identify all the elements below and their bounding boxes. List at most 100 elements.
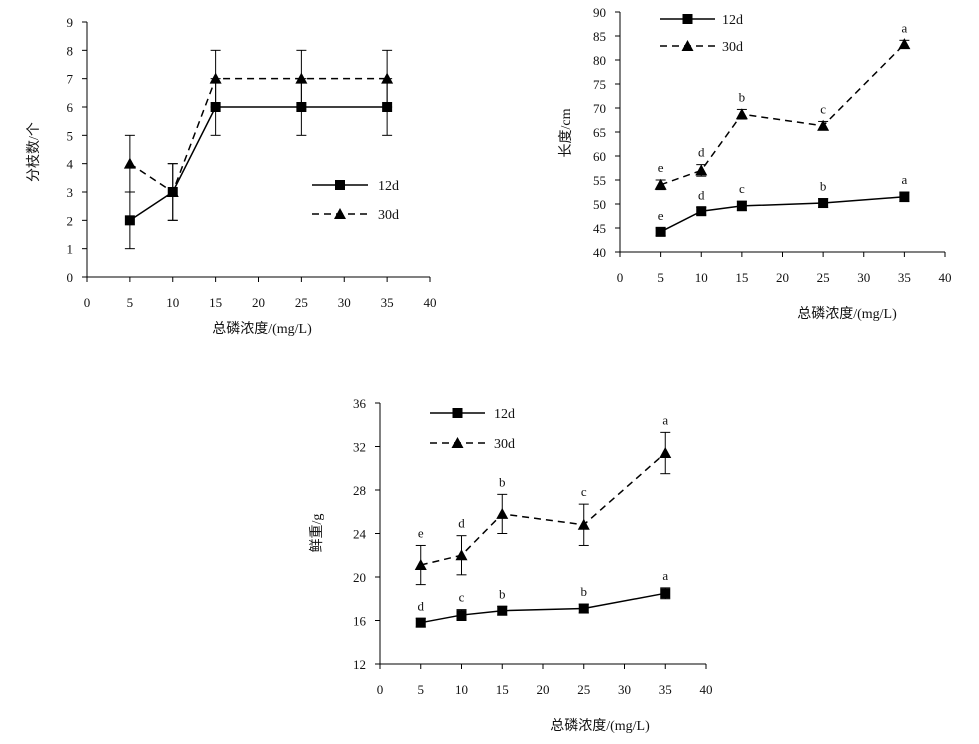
x-tick-label: 0 [84,295,91,310]
legend-marker [335,180,345,190]
significance-label: a [662,568,668,583]
y-tick-label: 5 [67,128,74,143]
significance-label: c [820,101,826,116]
data-point [655,226,666,237]
y-axis-label: 分枝数/个 [26,122,42,182]
y-tick-label: 20 [353,570,366,585]
significance-label: e [658,208,664,223]
significance-label: c [459,590,465,605]
x-tick-label: 30 [857,270,870,285]
x-tick-label: 25 [817,270,830,285]
significance-label: b [581,584,588,599]
significance-label: d [418,598,425,613]
x-tick-label: 25 [577,682,590,697]
significance-label: b [499,474,506,489]
data-point [381,72,394,84]
y-tick-label: 28 [353,483,366,498]
x-tick-label: 35 [659,682,672,697]
chart-1: 0 5 10 15 20 25 30 35 40 0 1 2 3 4 5 6 7 8 9 总磷浓度/(mg/L) 分枝数… [26,15,437,337]
data-point [735,108,748,120]
y-tick-label: 85 [593,29,606,44]
legend-label: 30d [378,208,399,223]
series-line [420,452,666,566]
data-point [414,559,427,571]
x-tick-label: 5 [657,270,664,285]
y-tick-label: 50 [593,197,606,212]
data-point [695,164,708,176]
y-tick-label: 70 [593,101,606,116]
y-tick-label: 8 [67,43,74,58]
series-12d: e d c b a [655,172,910,237]
significance-label: b [739,89,746,104]
legend-entry-30d: 30d [430,437,515,452]
x-tick-label: 40 [424,295,437,310]
y-tick-label: 80 [593,53,606,68]
y-tick-label: 55 [593,173,606,188]
y-tick-label: 65 [593,125,606,140]
y-tick-label: 0 [67,270,74,285]
x-tick-label: 10 [166,295,179,310]
x-axis-label: 总磷浓度/(mg/L) [212,321,312,337]
x-tick-label: 30 [338,295,351,310]
x-tick-label: 20 [537,682,550,697]
y-tick-label: 40 [593,245,606,260]
data-point [660,588,671,599]
data-point [899,191,910,202]
legend-marker [681,40,694,51]
data-point [496,507,509,519]
significance-label: b [820,179,827,194]
y-tick-label: 9 [67,15,74,30]
significance-label: a [901,20,907,35]
legend-entry-12d: 12d [660,13,743,28]
data-point [659,447,672,459]
x-axis-label: 总磷浓度/(mg/L) [797,306,897,322]
significance-label: c [581,484,587,499]
x-tick-label: 25 [295,295,308,310]
y-tick-label: 60 [593,149,606,164]
x-tick-label: 15 [496,682,509,697]
legend-marker [451,437,464,448]
x-tick-label: 0 [617,270,624,285]
legend-marker [682,14,693,24]
data-point [654,178,667,190]
data-point [577,518,590,530]
legend-marker [334,208,346,219]
x-axis-label: 总磷浓度/(mg/L) [550,718,650,734]
x-tick-label: 20 [252,295,265,310]
x-tick-label: 10 [455,682,468,697]
y-tick-label: 6 [67,100,74,115]
y-tick-label: 36 [353,396,367,411]
y-tick-label: 75 [593,77,606,92]
y-tick-label: 90 [593,5,606,20]
data-point [456,610,467,621]
chart-3: 0 5 10 15 20 25 30 35 40 12 16 20 24 28 32 36 总磷浓度/(mg/L… [309,396,713,734]
significance-label: e [418,525,424,540]
x-tick-label: 40 [939,270,952,285]
data-point [898,38,911,50]
data-point [455,549,468,561]
x-tick-label: 15 [209,295,222,310]
x-tick-label: 5 [418,682,425,697]
data-point [817,119,830,131]
legend-marker [452,408,463,418]
y-tick-label: 32 [353,440,366,455]
significance-label: e [658,160,664,175]
data-point [209,72,222,84]
data-point [578,603,589,614]
data-point [166,186,179,197]
legend-label: 12d [378,179,399,194]
x-tick-label: 35 [381,295,394,310]
y-tick-label: 45 [593,221,606,236]
y-tick-label: 2 [67,213,74,228]
y-tick-label: 1 [67,242,74,257]
data-point [123,157,136,169]
data-point [295,72,308,84]
significance-label: c [739,181,745,196]
significance-label: a [662,412,668,427]
data-point [124,215,135,226]
series-30d: e d b c a [414,412,672,586]
x-tick-label: 0 [377,682,384,697]
x-tick-label: 15 [735,270,748,285]
series-12d [124,78,393,250]
y-tick-label: 3 [67,185,74,200]
